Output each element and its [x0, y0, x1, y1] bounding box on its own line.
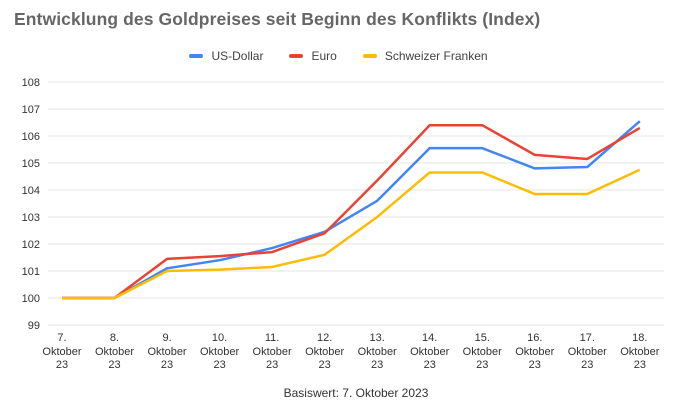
x-axis-tick-label-line: 8.	[109, 332, 120, 344]
y-axis-tick-label: 105	[22, 158, 40, 170]
x-axis-tick-label: 18. Oktober 23	[608, 332, 672, 373]
x-axis-tick-label-line: Oktober	[410, 345, 450, 358]
x-axis-tick-label-line: 23	[318, 359, 331, 371]
x-axis-tick-label-line: 23	[528, 359, 541, 371]
y-axis-tick-label: 104	[22, 185, 40, 197]
legend-item-label: US-Dollar	[211, 49, 264, 63]
x-axis-tick-label-line: Oktober	[462, 345, 502, 358]
y-axis-tick-label: 101	[22, 266, 40, 278]
line-chart-plot-area: 99 100 101 102 103 104 105 106 107 108	[22, 77, 664, 332]
x-axis-tick-label-line: 9.	[162, 332, 172, 344]
x-axis: 7. Oktober 23 8. Oktober 23 9. Oktober 23 10. Okto…	[0, 332, 677, 376]
x-axis-tick-label-line: 10.	[211, 332, 228, 344]
x-axis-tick-label-line: 11.	[264, 332, 280, 344]
x-axis-tick-label-line: Oktober	[147, 345, 187, 358]
x-axis-tick-label-line: 16.	[527, 332, 543, 344]
x-axis-tick-label-line: 23	[633, 359, 646, 371]
x-axis-tick-label: 15. Oktober 23	[450, 332, 514, 373]
x-axis-tick-label-line: 23	[476, 359, 489, 371]
series-line-schweizer-franken	[62, 168, 641, 300]
legend-swatch-icon	[362, 54, 377, 58]
legend-item-schweizer-franken[interactable]: Schweizer Franken	[362, 49, 488, 63]
legend-item-euro[interactable]: Euro	[289, 49, 337, 63]
x-axis-tick-label-line: 23	[213, 359, 226, 371]
chart-footnote: Basiswert: 7. Oktober 2023	[283, 386, 429, 400]
legend-item-us-dollar[interactable]: US-Dollar	[189, 49, 263, 63]
x-axis-tick-label: 17. Oktober 23	[555, 332, 619, 373]
x-axis-tick-label-line: Oktober	[357, 345, 397, 358]
chart-legend: US-Dollar Euro Schweizer Franken	[0, 49, 677, 63]
x-axis-tick-label-line: 7.	[57, 332, 67, 344]
x-axis-tick-label-line: Oktober	[252, 345, 292, 358]
x-axis-tick-label: 10. Oktober 23	[188, 332, 252, 373]
legend-swatch-icon	[189, 54, 204, 58]
series-line-us-dollar	[62, 120, 641, 300]
x-axis-tick-label: 16. Oktober 23	[503, 332, 567, 373]
legend-item-label: Euro	[311, 49, 337, 63]
x-axis-tick-label-line: 12.	[316, 332, 333, 344]
x-axis-tick-label-line: 23	[265, 359, 279, 371]
x-axis-tick-label: 14. Oktober 23	[398, 332, 462, 373]
x-axis-tick-label-line: Oktober	[567, 345, 607, 358]
chart-title: Entwicklung des Goldpreises seit Beginn …	[14, 9, 541, 29]
x-axis-tick-label-line: 23	[371, 359, 384, 371]
x-axis-tick-label-line: Oktober	[42, 345, 82, 358]
x-axis-tick-label: 11. Oktober 23	[240, 332, 304, 373]
x-axis-tick-label: 13. Oktober 23	[345, 332, 409, 373]
x-axis-tick-label-line: 23	[160, 359, 174, 371]
y-axis-tick-label: 103	[22, 212, 40, 224]
x-axis-tick-label-line: Oktober	[620, 345, 660, 358]
y-axis-tick-label: 99	[28, 320, 40, 332]
y-axis-tick-label: 100	[22, 293, 40, 305]
x-axis-tick-label: 7. Oktober 23	[30, 332, 94, 373]
x-axis-tick-label-line: 15.	[474, 332, 490, 344]
x-axis-tick-label-line: 23	[423, 359, 436, 371]
series-line-euro	[62, 123, 641, 300]
x-axis-tick-label-line: 18.	[632, 332, 648, 344]
x-axis-tick-label-line: 14.	[422, 332, 438, 344]
x-axis-tick-label-line: 23	[55, 359, 69, 371]
x-axis-tick-label-line: Oktober	[305, 345, 345, 358]
x-axis-tick-label-line: 23	[108, 359, 121, 371]
x-axis-tick-label-line: 13.	[369, 332, 385, 344]
y-axis-tick-label: 108	[22, 77, 40, 89]
legend-item-label: Schweizer Franken	[384, 49, 488, 63]
y-axis-tick-label: 102	[22, 239, 40, 251]
y-axis-tick-label: 107	[22, 104, 40, 116]
x-axis-tick-label-line: Oktober	[94, 345, 135, 358]
x-axis-tick-label: 9. Oktober 23	[135, 332, 199, 373]
x-axis-tick-label-line: 23	[581, 359, 594, 371]
x-axis-tick-label-line: 17.	[579, 332, 595, 344]
x-axis-tick-label-line: Oktober	[200, 345, 240, 358]
legend-swatch-icon	[289, 54, 304, 58]
x-axis-tick-label: 12. Oktober 23	[293, 332, 357, 373]
x-axis-tick-label-line: Oktober	[515, 345, 555, 358]
x-axis-tick-label: 8. Oktober 23	[83, 332, 147, 373]
y-axis-tick-label: 106	[22, 131, 40, 143]
